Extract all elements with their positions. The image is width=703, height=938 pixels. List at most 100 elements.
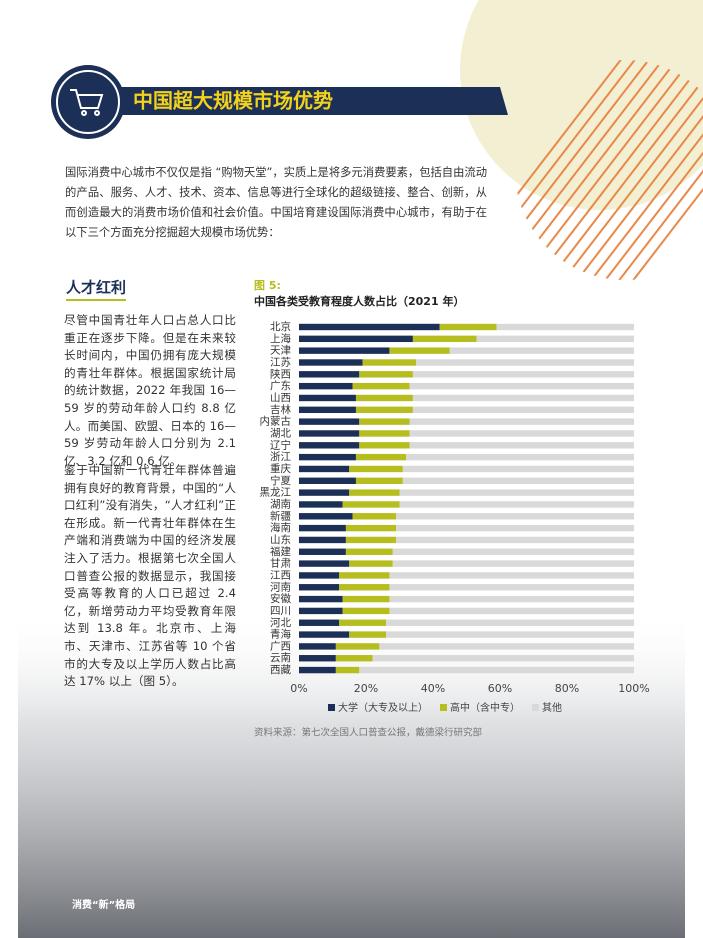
- bar-segment: [396, 536, 634, 544]
- legend-swatch: [440, 704, 447, 711]
- y-tick-label: 青海: [270, 628, 291, 641]
- bar-segment: [402, 465, 634, 473]
- bar-segment: [372, 655, 634, 662]
- bar-segment: [359, 430, 410, 437]
- bar-segment: [299, 418, 360, 425]
- x-tick-label: 60%: [488, 682, 512, 695]
- bar-segment: [359, 666, 634, 674]
- section-rule: [66, 299, 126, 301]
- legend-label: 高中（含中专）: [450, 701, 520, 714]
- source: 资料来源：第七次全国人口普查公报，戴德梁行研究部: [254, 727, 482, 739]
- bar-segment: [352, 513, 397, 520]
- bar-segment: [345, 524, 397, 532]
- bar-segment: [299, 655, 336, 662]
- bar-segment: [299, 572, 340, 579]
- bar-segment: [412, 335, 477, 343]
- bar-segment: [299, 394, 356, 402]
- y-tick-label: 湖南: [270, 497, 291, 510]
- bar-segment: [299, 347, 390, 354]
- bar-segment: [335, 666, 360, 674]
- bar-segment: [299, 595, 343, 603]
- x-tick-label: 40%: [421, 682, 445, 695]
- y-tick-label: 内蒙古: [260, 415, 292, 428]
- y-tick-label: 新疆: [270, 509, 291, 522]
- bar-segment: [299, 406, 356, 414]
- legend-label: 其他: [542, 701, 562, 714]
- y-tick-label: 北京: [270, 320, 291, 333]
- icon-ring: [56, 70, 120, 134]
- y-tick-label: 浙江: [270, 451, 291, 463]
- y-tick-label: 湖北: [270, 427, 291, 439]
- y-tick-label: 广西: [270, 640, 291, 652]
- bar-segment: [386, 631, 634, 638]
- bar-segment: [362, 359, 417, 366]
- bar-segment: [406, 453, 634, 461]
- bar-segment: [339, 619, 387, 626]
- y-tick-label: 江苏: [270, 355, 291, 368]
- bar-segment: [299, 524, 346, 532]
- y-tick-label: 辽宁: [270, 438, 291, 451]
- y-tick-label: 河北: [270, 617, 291, 629]
- bar-segment: [299, 489, 350, 496]
- bar-segment: [439, 323, 497, 331]
- bar-segment: [399, 501, 634, 508]
- bar-segment: [359, 442, 410, 449]
- bar-segment: [345, 548, 393, 555]
- bar-segment: [389, 347, 450, 354]
- bar-segment: [449, 347, 634, 354]
- y-tick-label: 甘肃: [270, 557, 291, 570]
- bar-segment: [496, 323, 634, 331]
- bar-segment: [299, 382, 353, 390]
- bar-segment: [299, 359, 363, 366]
- bar-segment: [299, 666, 336, 674]
- bar-segment: [355, 453, 407, 461]
- bar-segment: [389, 584, 634, 591]
- y-tick-label: 西藏: [270, 664, 291, 676]
- bar-segment: [412, 394, 634, 402]
- decor-circle: [460, 0, 703, 210]
- bar-segment: [389, 607, 634, 615]
- bar-segment: [299, 430, 360, 437]
- bar-segment: [412, 406, 634, 414]
- bar-segment: [345, 536, 397, 544]
- x-tick-label: 80%: [555, 682, 579, 695]
- bar-segment: [389, 572, 634, 579]
- bar-segment: [299, 548, 346, 555]
- bar-segment: [392, 548, 634, 555]
- bar-segment: [386, 619, 634, 626]
- bar-segment: [355, 394, 413, 402]
- bar-segment: [299, 335, 413, 343]
- paragraph: 鉴于中国新一代青壮年群体普遍拥有良好的教育背景，中国的“人口红利”没有消失，“人…: [64, 463, 236, 689]
- y-tick-label: 吉林: [270, 403, 291, 416]
- bar-segment: [299, 560, 350, 567]
- y-tick-label: 江西: [270, 569, 291, 581]
- y-tick-label: 广东: [270, 379, 291, 392]
- bar-segment: [299, 371, 360, 378]
- bar-segment: [299, 619, 340, 626]
- bar-segment: [299, 501, 343, 508]
- paragraph: 尽管中国青壮年人口占总人口比重正在逐步下降。但是在未来较长时间内，中国仍拥有庞大…: [64, 313, 236, 468]
- bar-segment: [299, 536, 346, 544]
- bar-segment: [339, 572, 390, 579]
- bar-segment: [359, 418, 410, 425]
- bar-segment: [402, 477, 634, 484]
- bar-segment: [379, 643, 634, 650]
- y-tick-label: 福建: [270, 545, 291, 558]
- bar-segment: [339, 584, 390, 591]
- figure-label: 图 5:: [254, 279, 281, 292]
- bar-segment: [335, 655, 373, 662]
- cart-icon: [70, 89, 104, 116]
- x-tick-label: 0%: [290, 682, 307, 695]
- y-tick-label: 山东: [270, 533, 291, 546]
- bar-segment: [416, 359, 634, 366]
- bar-segment: [349, 465, 403, 473]
- y-tick-label: 云南: [270, 651, 291, 664]
- bar-segment: [299, 453, 356, 461]
- bar-segment: [392, 560, 634, 567]
- y-tick-label: 安徽: [270, 592, 291, 605]
- bar-segment: [389, 595, 634, 603]
- y-tick-label: 山西: [270, 392, 291, 404]
- intro: 国际消费中心城市不仅仅是指 “购物天堂”，实质上是将多元消费要素，包括自由流动的…: [65, 166, 487, 239]
